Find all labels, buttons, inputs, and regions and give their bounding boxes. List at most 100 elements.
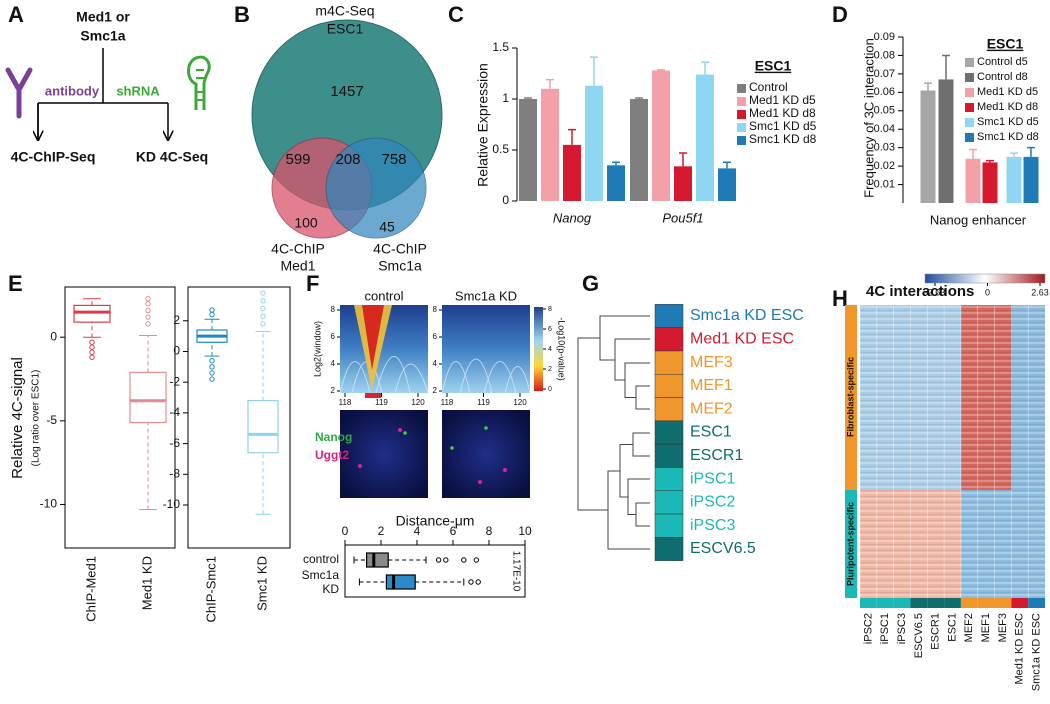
y-tick-label: 0 bbox=[50, 329, 57, 343]
x-tick-label: 10 bbox=[518, 524, 532, 538]
cluster-color bbox=[654, 490, 684, 515]
box bbox=[129, 371, 167, 424]
plot-frame bbox=[344, 544, 526, 598]
y-tick-label: 4 bbox=[433, 359, 438, 368]
x-tick-label: Nanog enhancer bbox=[930, 212, 1027, 227]
fish-image bbox=[340, 410, 428, 498]
annotation: 1.17E-10 bbox=[510, 551, 521, 592]
scale-tick-label: 0 bbox=[985, 287, 990, 297]
x-tick-label: 0 bbox=[342, 524, 349, 538]
error-bar bbox=[969, 148, 977, 159]
fish-spot bbox=[398, 428, 402, 432]
panel-label: C bbox=[448, 2, 464, 27]
outlier bbox=[209, 370, 215, 376]
legend-label: Control d5 bbox=[977, 56, 1028, 68]
legend-label: Smc1 KD d8 bbox=[977, 131, 1039, 143]
panel-b: m4C-Seq ESC1 1457 599 208 758 100 45 4C-… bbox=[251, 3, 443, 274]
outlier bbox=[89, 339, 95, 345]
category-label: ChIP-Smc1 bbox=[203, 556, 218, 622]
map-hotspot bbox=[362, 305, 384, 370]
y-tick-label: 4 bbox=[331, 359, 336, 368]
y-tick-label: 0.04 bbox=[874, 123, 895, 135]
venn-count: 208 bbox=[335, 151, 360, 168]
fish-image bbox=[442, 410, 530, 498]
outlier bbox=[89, 354, 95, 360]
legend-swatch bbox=[965, 133, 974, 142]
row-group-bar bbox=[845, 305, 857, 490]
legend-swatch bbox=[965, 118, 974, 127]
colorbar-label: -Log10(p-value) bbox=[557, 317, 567, 381]
panel-label: B bbox=[234, 2, 250, 27]
y-tick-label: 6 bbox=[433, 332, 438, 341]
y-tick-label: 0 bbox=[502, 193, 509, 207]
shrna-icon-rungs bbox=[196, 69, 204, 101]
sample-label: Smc1a KD ESC bbox=[690, 307, 804, 324]
error-bar bbox=[942, 54, 950, 80]
panel-label: G bbox=[582, 271, 599, 296]
map-title: control bbox=[364, 288, 403, 303]
column-label: iPSC2 bbox=[862, 613, 874, 644]
colorbar bbox=[534, 307, 543, 391]
sample-label: ESCR1 bbox=[690, 447, 743, 464]
panel-label: H bbox=[832, 286, 848, 311]
venn-label: m4C-Seq bbox=[315, 3, 374, 19]
y-tick-label: 8 bbox=[433, 305, 438, 314]
cluster-color bbox=[654, 513, 684, 538]
bar bbox=[652, 70, 670, 201]
row-group-label: Pluripotent-specific bbox=[845, 502, 855, 586]
bar bbox=[938, 79, 954, 203]
viewpoint-marker bbox=[365, 393, 381, 398]
x-tick-label: 119 bbox=[375, 398, 388, 407]
y-tick-label: -8 bbox=[169, 466, 180, 480]
error-bar bbox=[924, 82, 932, 91]
y-axis-label: Relative 4C-signal bbox=[9, 357, 26, 479]
category-label: Smc1 KD bbox=[254, 556, 269, 611]
workflow-lines bbox=[37, 48, 168, 140]
error-bar bbox=[612, 161, 620, 166]
legend-swatch bbox=[737, 123, 746, 132]
outlier bbox=[89, 349, 95, 355]
error-bar bbox=[635, 97, 643, 99]
legend-swatch bbox=[737, 136, 746, 145]
x-tick-label: 6 bbox=[450, 524, 457, 538]
legend-label: Med1 KD d8 bbox=[977, 101, 1038, 113]
colorbar-tick-label: 8 bbox=[548, 306, 552, 313]
y-axis-label: Relative Expression bbox=[475, 63, 491, 187]
panel-label: E bbox=[8, 271, 23, 296]
target-label: Smc1a bbox=[80, 28, 125, 44]
y-axis-label: Frequency of 3C interaction bbox=[861, 38, 876, 198]
y-tick-label: 1 bbox=[502, 91, 509, 105]
sample-label: Med1 KD ESC bbox=[690, 331, 794, 348]
column-color bbox=[1011, 598, 1029, 608]
x-tick-label: Nanog bbox=[553, 210, 592, 225]
legend-label: Smc1 KD d5 bbox=[977, 116, 1039, 128]
column-color bbox=[927, 598, 945, 608]
venn-label: 4C-ChIP bbox=[271, 241, 325, 257]
x-tick-label: 118 bbox=[339, 398, 352, 407]
y-tick-label: 0.08 bbox=[874, 49, 895, 61]
y-tick-label: 0 bbox=[173, 344, 180, 358]
y-axis-label: Log2(window) bbox=[312, 321, 322, 377]
x-tick-label: 2 bbox=[378, 524, 385, 538]
legend-label: Med1 KD d5 bbox=[977, 86, 1038, 98]
cluster-color bbox=[654, 374, 684, 398]
x-tick-label: 118 bbox=[441, 398, 454, 407]
panel-letters: A B C D E F G H bbox=[8, 2, 848, 311]
probe-label: Uggt2 bbox=[315, 448, 349, 462]
row-group-bar bbox=[845, 490, 857, 598]
plot-frame bbox=[187, 286, 291, 549]
error-bar bbox=[1010, 152, 1018, 157]
bar bbox=[1006, 156, 1022, 203]
panel-a: Med1 or Smc1a antibody shRNA 4C-ChIP-Seq… bbox=[5, 9, 211, 165]
x-axis-label: Distance-μm bbox=[396, 513, 475, 529]
outlier bbox=[209, 364, 215, 370]
box bbox=[366, 552, 389, 568]
sample-label: iPSC1 bbox=[690, 470, 735, 487]
cluster-color bbox=[654, 397, 684, 422]
outlier bbox=[473, 557, 480, 563]
legend-label: Control bbox=[749, 80, 788, 94]
colorbar-tick-label: 4 bbox=[548, 346, 552, 353]
legend-label: Smc1 KD d5 bbox=[749, 119, 817, 133]
venn-smc1a bbox=[325, 137, 427, 239]
